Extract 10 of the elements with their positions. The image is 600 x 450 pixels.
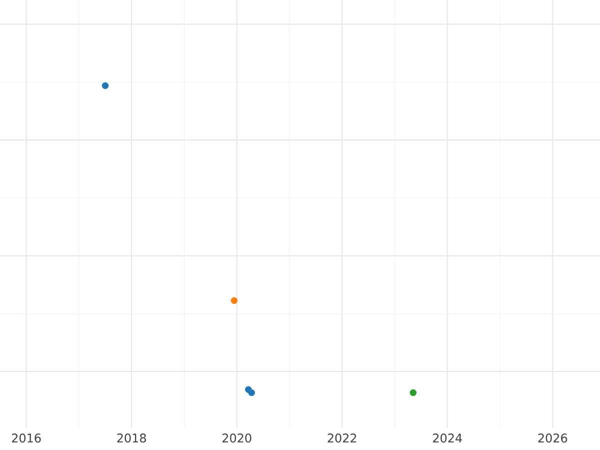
point <box>230 297 238 304</box>
x-tick-label: 2020 <box>222 434 252 443</box>
point <box>248 389 255 396</box>
x-tick-label: 2024 <box>433 434 462 443</box>
point <box>410 389 417 396</box>
x-tick-label: 2022 <box>328 434 356 443</box>
x-tick-label: 2018 <box>117 434 146 443</box>
x-tick-label: 2026 <box>538 434 568 443</box>
point <box>102 82 109 90</box>
x-tick-label: 2016 <box>12 434 41 443</box>
